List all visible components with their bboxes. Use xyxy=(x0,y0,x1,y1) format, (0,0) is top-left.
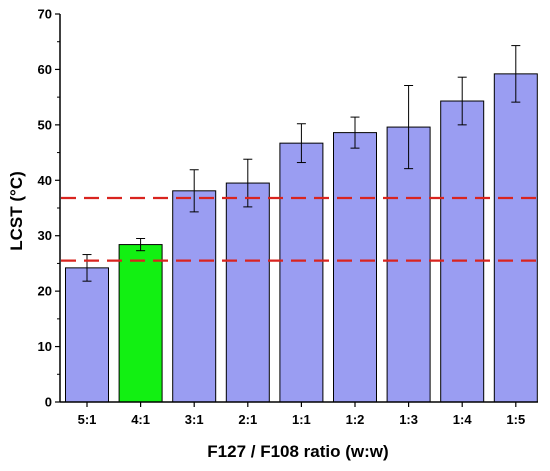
x-axis-title: F127 / F108 ratio (w:w) xyxy=(207,442,388,461)
x-tick-label: 1:2 xyxy=(346,412,365,427)
bar-3-1 xyxy=(172,190,217,403)
bars-group xyxy=(65,73,538,403)
error-bar-4-1 xyxy=(136,237,146,252)
x-tick-label: 1:1 xyxy=(292,412,311,427)
x-tick-label: 1:4 xyxy=(453,412,473,427)
x-tick-label: 1:5 xyxy=(506,412,525,427)
x-tick-label: 1:3 xyxy=(399,412,418,427)
x-tick-label: 5:1 xyxy=(78,412,97,427)
bar-5-1 xyxy=(65,267,109,403)
y-tick-label: 70 xyxy=(38,7,52,22)
error-bar-5-1 xyxy=(82,254,92,282)
error-bar-1-5 xyxy=(511,45,521,103)
bar-1-3 xyxy=(386,126,431,403)
error-bar-1-4 xyxy=(457,76,467,126)
y-tick-label: 10 xyxy=(38,339,52,354)
error-bar-1-2 xyxy=(350,116,360,149)
x-tick-label: 2:1 xyxy=(238,412,257,427)
y-tick-label: 60 xyxy=(38,62,52,77)
bar-1-2 xyxy=(333,132,377,403)
y-axis-title: LCST (°C) xyxy=(7,171,26,251)
x-tick-label: 4:1 xyxy=(131,412,150,427)
y-tick-label: 30 xyxy=(38,228,52,243)
reference-lines-group xyxy=(61,196,537,262)
ticks-group: 0 10 20 30 40 50 60 70 5:1 4:1 3:1 2:1 1:1 1:2 1:3 1:4 1… xyxy=(38,7,526,428)
error-bar-3-1 xyxy=(189,169,199,213)
bar-4-1 xyxy=(118,244,163,403)
bar-1-1 xyxy=(279,142,324,403)
error-bars-group xyxy=(82,45,521,282)
error-bar-1-1 xyxy=(296,123,306,164)
y-tick-label: 50 xyxy=(38,117,52,132)
y-tick-label: 0 xyxy=(45,395,52,410)
y-tick-label: 40 xyxy=(38,173,52,188)
bar-1-4 xyxy=(440,100,485,403)
bar-1-5 xyxy=(493,73,538,403)
error-bar-1-3 xyxy=(404,85,414,170)
bar-2-1 xyxy=(225,182,270,403)
x-tick-label: 3:1 xyxy=(185,412,204,427)
y-tick-label: 20 xyxy=(38,284,52,299)
